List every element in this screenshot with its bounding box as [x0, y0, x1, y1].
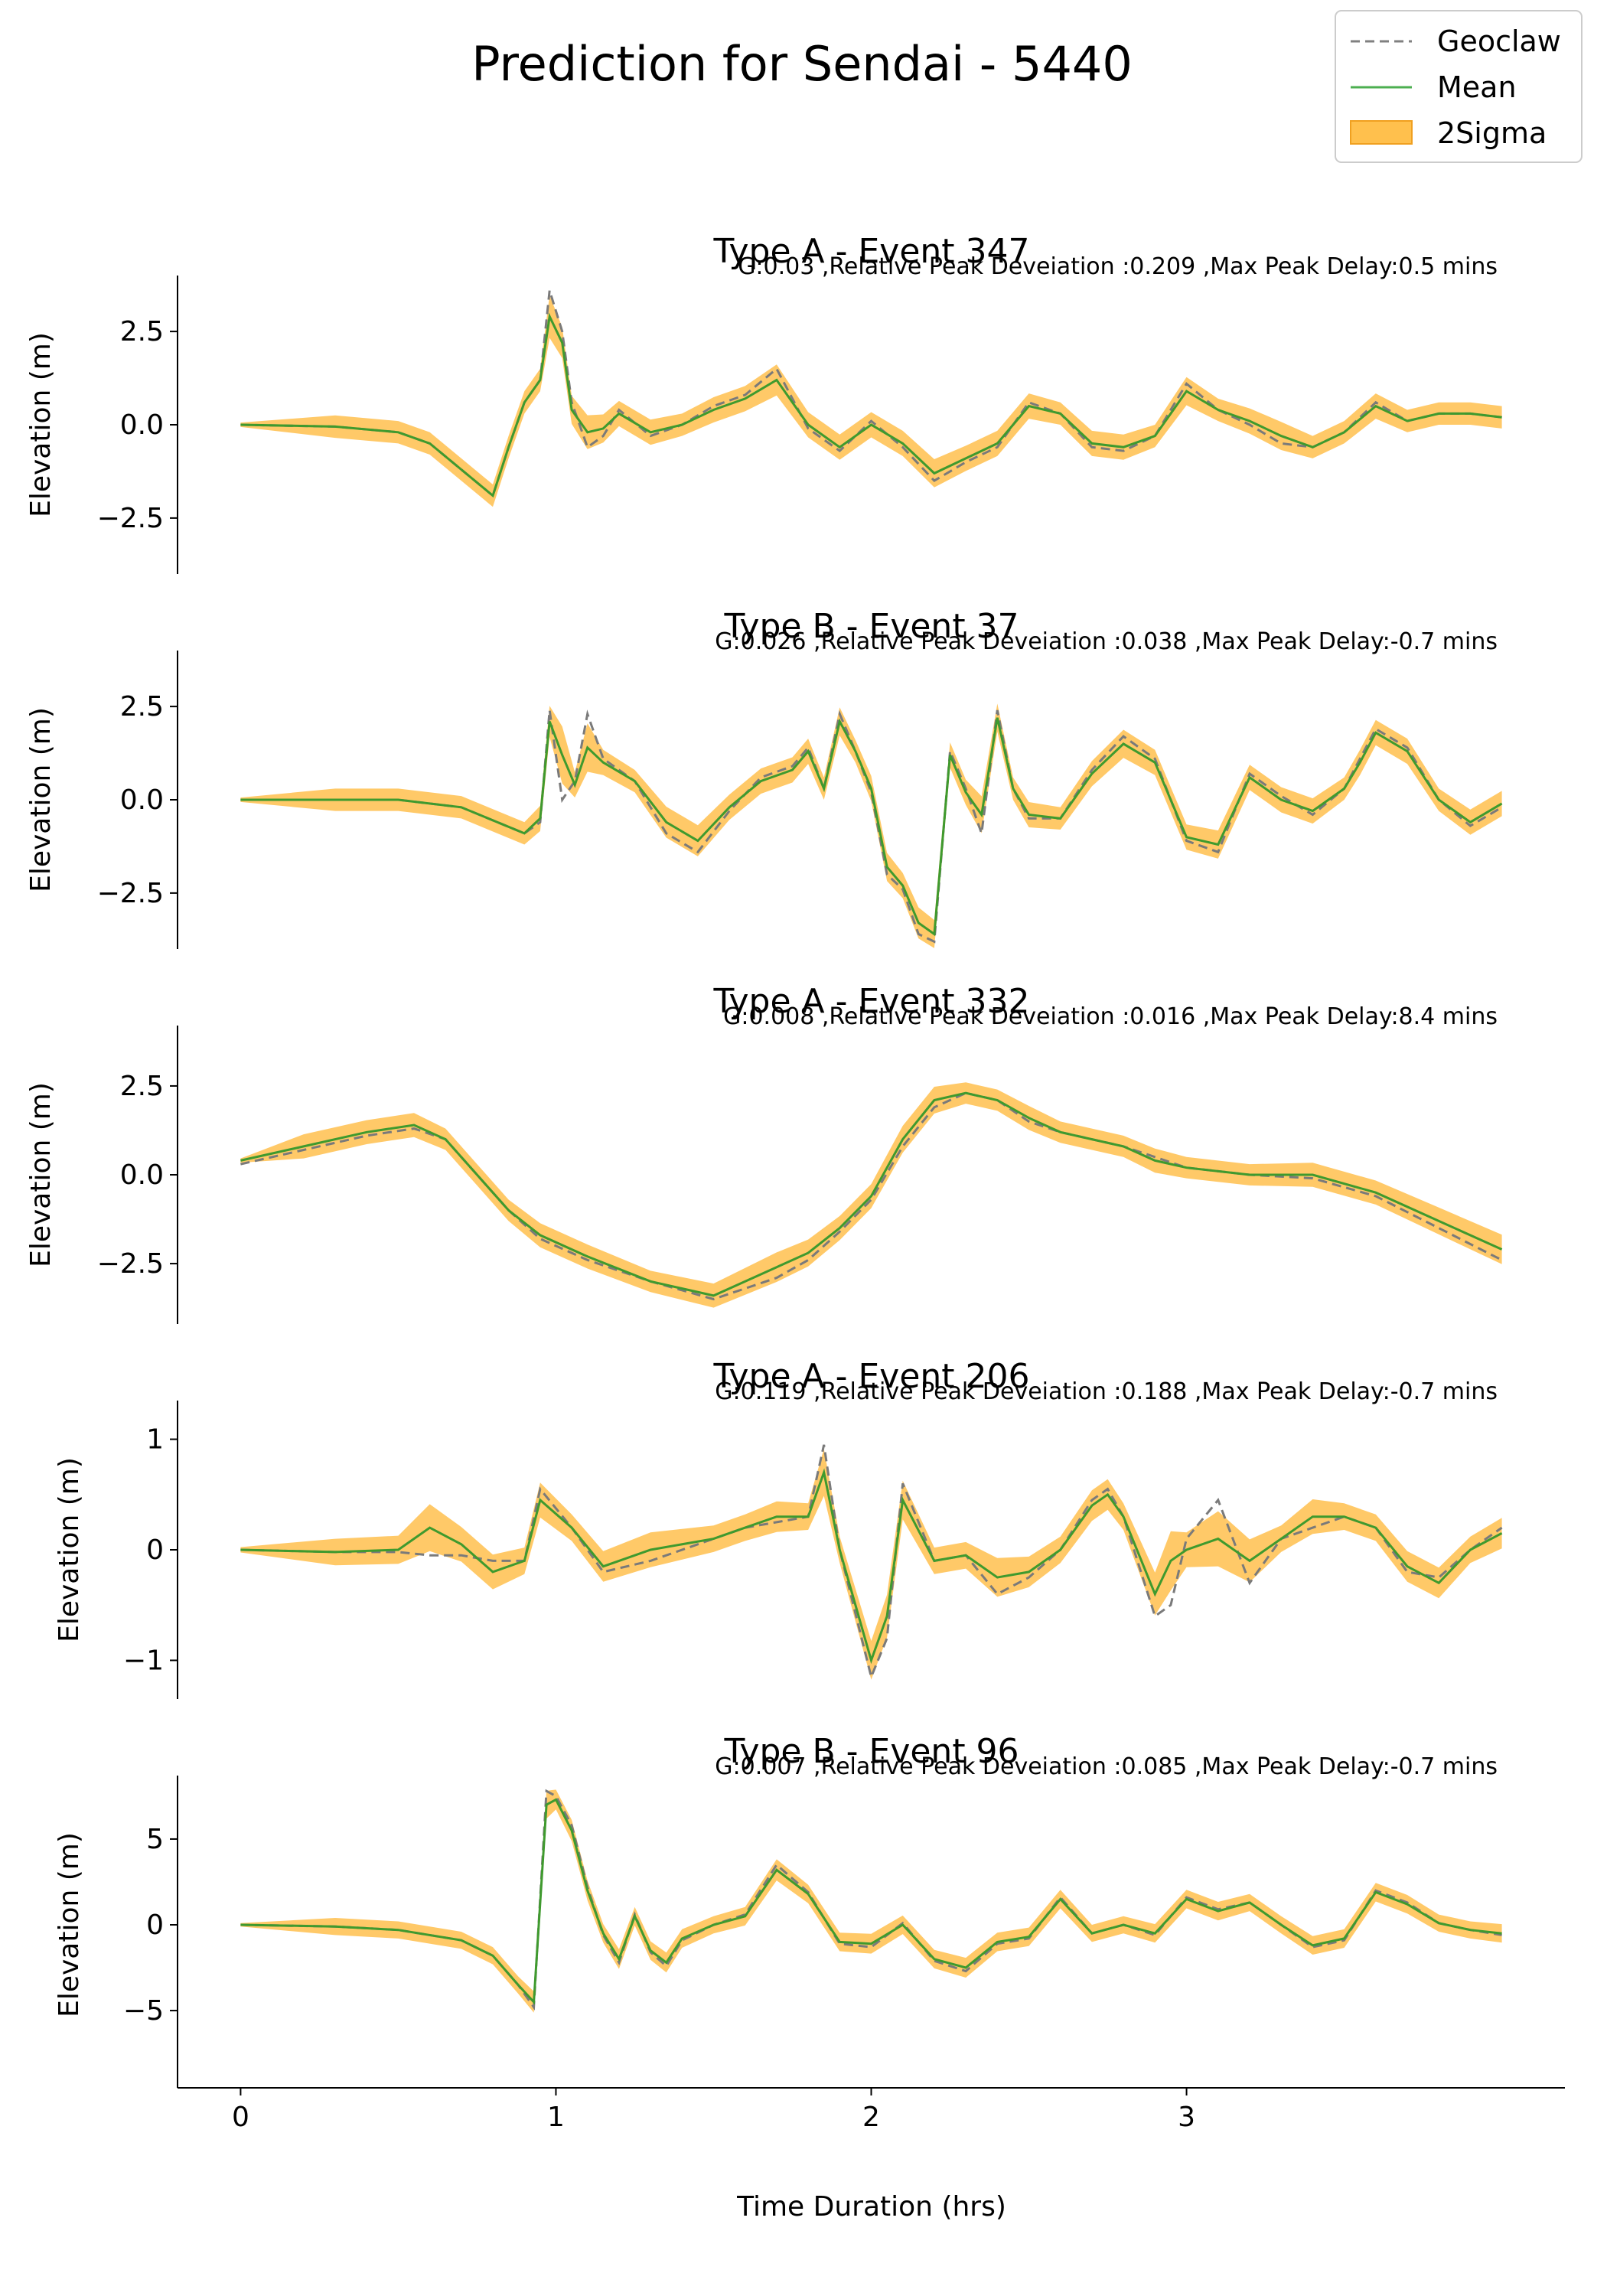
y-axis-label: Elevation (m) [25, 332, 57, 517]
series-mean [240, 717, 1503, 937]
y-axis-label: Elevation (m) [25, 1082, 57, 1267]
band-2sigma [240, 1789, 1502, 2013]
y-axis-label: Elevation (m) [25, 707, 57, 892]
panel-title: Type A - Event 347 [712, 232, 1029, 271]
band-2sigma [240, 295, 1502, 507]
legend-geoclaw-label: Geoclaw [1437, 24, 1561, 58]
y-tick-label: 2.5 [120, 691, 164, 722]
panel-title: Type A - Event 206 [712, 1357, 1029, 1396]
series-mean [240, 1091, 1503, 1297]
panel-2: Type B - Event 37G:0.026 ,Relative Peak … [25, 607, 1503, 949]
y-tick-label: 0 [146, 1534, 164, 1566]
legend-2sigma-swatch [1350, 120, 1413, 145]
panel-title: Type B - Event 96 [723, 1732, 1019, 1771]
y-tick-label: 2.5 [120, 316, 164, 347]
y-tick-label: −2.5 [97, 878, 164, 909]
x-tick-label: 0 [232, 2102, 249, 2133]
x-tick-label: 3 [1178, 2102, 1195, 2133]
x-tick-label: 2 [862, 2102, 880, 2133]
legend-2sigma-label: 2Sigma [1437, 116, 1547, 150]
legend-mean-label: Mean [1437, 70, 1517, 104]
y-tick-label: −2.5 [97, 503, 164, 534]
band-2sigma [240, 703, 1502, 948]
y-tick-label: −1 [123, 1645, 164, 1676]
panel-title: Type B - Event 37 [723, 607, 1019, 646]
y-tick-label: 1 [146, 1424, 164, 1456]
figure-title: Prediction for Sendai - 5440 [471, 36, 1133, 92]
y-tick-label: 0 [146, 1910, 164, 1941]
series-geoclaw [240, 709, 1503, 944]
series-geoclaw [240, 1789, 1502, 2011]
series-mean [240, 312, 1502, 498]
y-axis-label: Elevation (m) [54, 1457, 85, 1642]
panel-subtitle: G:0.007 ,Relative Peak Deveiation :0.085… [715, 1753, 1498, 1780]
y-tick-label: −2.5 [97, 1248, 164, 1280]
legend: Geoclaw Mean 2Sigma [1335, 10, 1583, 163]
panel-subtitle: G:0.119 ,Relative Peak Deveiation :0.188… [715, 1378, 1498, 1405]
x-tick-label: 1 [547, 2102, 565, 2133]
y-tick-label: 0.0 [120, 409, 164, 441]
y-tick-label: 5 [146, 1824, 164, 1855]
y-tick-label: 0.0 [120, 1159, 164, 1191]
panel-subtitle: G:0.026 ,Relative Peak Deveiation :0.038… [715, 628, 1498, 655]
series-mean [240, 1468, 1503, 1665]
series-mean [240, 1798, 1502, 2005]
band-2sigma [240, 1449, 1502, 1680]
panel-title: Type A - Event 332 [712, 982, 1029, 1021]
y-tick-label: 0.0 [120, 784, 164, 816]
panel-subtitle: G:0.008 ,Relative Peak Deveiation :0.016… [723, 1003, 1498, 1030]
panel-subtitle: G:0.03 ,Relative Peak Deveiation :0.209 … [738, 253, 1498, 280]
x-axis-label: Time Duration (hrs) [736, 2191, 1006, 2223]
panel-5: Type B - Event 96G:0.007 ,Relative Peak … [54, 1732, 1565, 2133]
y-tick-label: −5 [123, 1995, 164, 2027]
y-tick-label: 2.5 [120, 1071, 164, 1102]
series-geoclaw [240, 290, 1502, 498]
y-axis-label: Elevation (m) [54, 1832, 85, 2017]
